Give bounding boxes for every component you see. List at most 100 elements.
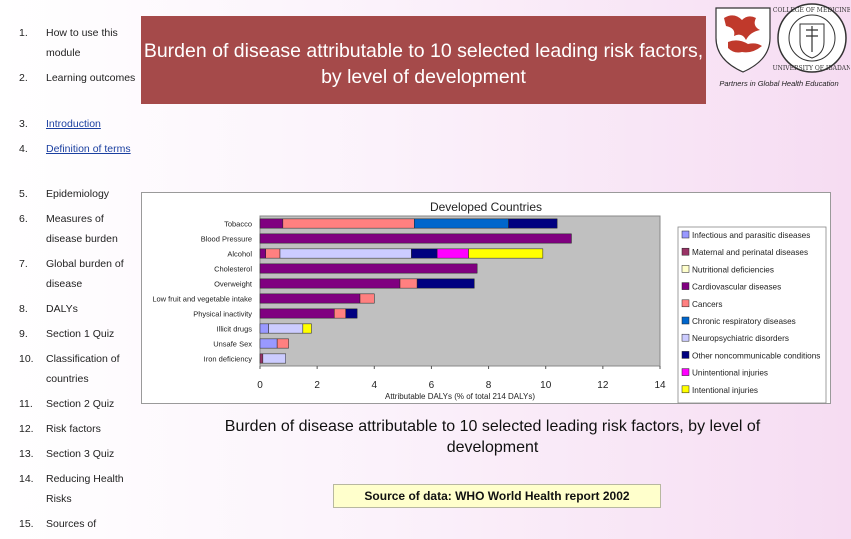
dragon-shield-icon (715, 7, 771, 73)
legend-swatch (681, 282, 690, 290)
svg-text:COLLEGE OF MEDICINE: COLLEGE OF MEDICINE (773, 7, 850, 14)
sidebar-item-label: Section 2 Quiz (46, 398, 115, 410)
sidebar-item-number: 3. (19, 118, 28, 130)
bar-segment (359, 293, 375, 304)
data-source: Source of data: WHO World Health report … (333, 484, 661, 508)
x-tick-label: 0 (257, 380, 263, 391)
sidebar-item-label: Measures of disease burden (46, 213, 118, 245)
chart-caption: Burden of disease attributable to 10 sel… (224, 418, 761, 456)
svg-text:UNIVERSITY OF IBADAN: UNIVERSITY OF IBADAN (773, 65, 850, 72)
stacked-bar-chart: Developed Countries Tobacco Blood Pressure… (152, 200, 827, 404)
bar-segment (259, 218, 284, 229)
bar-segment (265, 248, 281, 259)
sidebar-item-number: 15. (19, 518, 34, 530)
sidebar-nav: 1. How to use this module 2. Learning outco… (0, 0, 140, 539)
sidebar-item-number: 11. (19, 398, 33, 410)
category-label: Tobacco (224, 220, 252, 229)
legend-entry: Chronic respiratory diseases (692, 317, 796, 326)
legend-swatch (681, 265, 690, 273)
x-tick-label: 4 (372, 380, 378, 391)
bar-segment (414, 218, 509, 229)
bar-segment (282, 218, 415, 229)
category-label: Illicit drugs (217, 325, 253, 334)
legend-entry: Intentional injuries (692, 386, 758, 395)
college-seal-icon: COLLEGE OF MEDICINE UNIVERSITY OF IBADAN (773, 3, 851, 73)
sidebar-item-label[interactable]: Introduction (46, 118, 101, 130)
sidebar-item-label: Epidemiology (46, 188, 110, 200)
bar-segment (259, 353, 264, 364)
sidebar-item-label: Risk factors (46, 423, 101, 435)
legend-swatch (681, 299, 690, 308)
sidebar-item-number: 12. (19, 423, 34, 435)
bar-segment (345, 308, 358, 319)
bar-segment (259, 233, 572, 244)
category-label: Cholesterol (214, 265, 252, 274)
legend-swatch (681, 247, 690, 256)
chart-title: Developed Countries (430, 200, 542, 214)
sidebar-item-label: Section 1 Quiz (46, 328, 115, 340)
sidebar-item-number: 10. (19, 353, 34, 365)
sidebar-item-label: Section 3 Quiz (46, 448, 115, 460)
sidebar-item-label: DALYs (46, 303, 78, 315)
category-label: Low fruit and vegetable intake (152, 295, 252, 304)
sidebar-item-label: Sources of (46, 518, 97, 530)
college-logo: COLLEGE OF MEDICINE UNIVERSITY OF IBADAN (708, 2, 851, 94)
bar-segment (279, 248, 412, 259)
sidebar-item-label: Global burden of disease (46, 258, 124, 290)
sidebar-item-number: 1. (19, 27, 28, 39)
sidebar-item-number: 4. (19, 143, 28, 155)
legend-entry: Neuropsychiatric disorders (692, 334, 789, 343)
sidebar-item-number: 2. (19, 72, 28, 84)
sidebar-item-number: 6. (19, 213, 28, 225)
sidebar-item-label[interactable]: Definition of terms (46, 143, 131, 155)
bar-segment (468, 248, 544, 259)
bar-segment (416, 278, 475, 289)
sidebar-item-label: Learning outcomes (46, 72, 136, 84)
category-label: Physical inactivity (193, 310, 252, 319)
legend-swatch (681, 351, 690, 359)
x-tick-label: 12 (597, 380, 609, 391)
page-title: Burden of disease attributable to 10 sel… (141, 16, 706, 104)
sidebar-item-number: 13. (19, 448, 34, 460)
x-tick-label: 2 (314, 380, 320, 391)
sidebar-item-number: 5. (19, 188, 28, 200)
bar-segment (259, 293, 361, 304)
legend-entry: Cardiovascular diseases (692, 283, 781, 292)
x-axis-label: Attributable DALYs (% of total 214 DALYs… (385, 392, 535, 401)
bar-segment (259, 308, 335, 319)
sidebar-item-label: How to use this module (46, 27, 118, 59)
sidebar-item-number: 14. (19, 473, 34, 485)
bar-segment (399, 278, 418, 289)
bar-segment (259, 263, 478, 274)
bar-segment (436, 248, 469, 259)
category-label: Iron deficiency (204, 355, 253, 364)
x-tick-label: 10 (540, 380, 552, 391)
sidebar-item-label: Classification of countries (46, 353, 120, 385)
bar-segment (411, 248, 438, 259)
bar-segment (302, 323, 312, 334)
legend-entry: Infectious and parasitic diseases (692, 231, 810, 240)
legend-box (677, 226, 827, 404)
sidebar-item-label: Reducing Health Risks (46, 473, 124, 505)
legend-entry: Other noncommunicable conditions (692, 351, 820, 360)
category-label: Blood Pressure (201, 235, 252, 244)
x-tick-label: 14 (654, 380, 666, 391)
category-label: Overweight (214, 280, 253, 289)
legend-swatch (681, 368, 690, 376)
category-label: Alcohol (227, 250, 252, 259)
x-tick-label: 6 (429, 380, 435, 391)
legend-swatch (681, 385, 690, 394)
sidebar-item-number: 9. (19, 328, 28, 340)
category-label: Unsafe Sex (213, 340, 252, 349)
legend-entry: Unintentional injuries (692, 369, 768, 378)
bar-segment (334, 308, 346, 319)
sidebar-item-number: 8. (19, 303, 28, 315)
bar-segment (259, 248, 266, 259)
legend-entry: Maternal and perinatal diseases (692, 248, 808, 257)
x-tick-label: 8 (486, 380, 492, 391)
chart-frame: Developed Countries Tobacco Blood Pressure… (141, 192, 831, 404)
sidebar-item-number: 7. (19, 258, 28, 270)
bar-segment (276, 338, 289, 349)
bar-segment (259, 338, 278, 349)
legend-entry: Cancers (692, 300, 723, 309)
